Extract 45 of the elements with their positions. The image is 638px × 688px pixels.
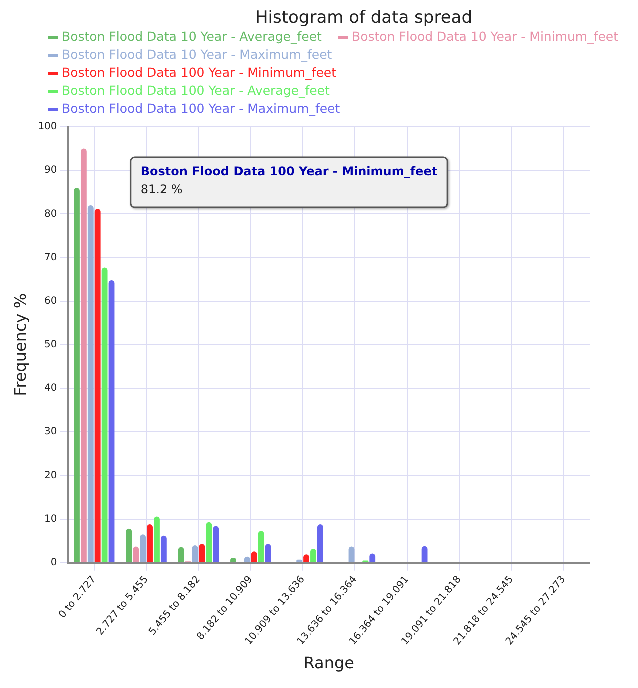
- y-tick-label: 50: [44, 340, 58, 351]
- bar: [348, 546, 355, 562]
- y-tick-label: 10: [44, 514, 58, 525]
- y-tick-label: 100: [38, 122, 58, 133]
- bar: [80, 148, 87, 562]
- chart-title: Histogram of data spread: [254, 8, 474, 28]
- bar: [199, 544, 206, 562]
- bar: [192, 545, 198, 562]
- legend-label: Boston Flood Data 100 Year - Average_feet: [62, 82, 330, 100]
- bar: [133, 546, 140, 562]
- x-axis-title: Range: [304, 654, 355, 673]
- bar: [102, 268, 108, 562]
- y-tick-label: 20: [44, 470, 58, 482]
- bar: [147, 524, 153, 562]
- bar: [317, 524, 324, 562]
- bar: [422, 546, 428, 562]
- bar: [154, 516, 160, 562]
- legend-label: Boston Flood Data 10 Year - Minimum_feet: [352, 28, 619, 46]
- bar: [310, 548, 316, 562]
- legend-label: Boston Flood Data 100 Year - Maximum_feet: [62, 100, 340, 118]
- y-tick-label: 80: [44, 208, 58, 220]
- y-tick-label: 90: [44, 165, 58, 176]
- annotation: 81.2 %: [140, 182, 183, 197]
- bar: [94, 208, 101, 562]
- bar: [206, 522, 212, 562]
- bar: [213, 526, 220, 562]
- bar: [74, 188, 80, 562]
- bar: [126, 528, 132, 562]
- annotation: Boston Flood Data 100 Year - Minimum_feet: [140, 164, 438, 179]
- y-axis-title: Frequency %: [10, 293, 30, 396]
- bar: [258, 531, 264, 562]
- bar: [88, 205, 94, 562]
- legend-label: Boston Flood Data 10 Year - Maximum_feet: [62, 46, 332, 64]
- y-tick-label: 70: [44, 252, 58, 264]
- bar: [160, 536, 167, 562]
- bar: [178, 547, 184, 562]
- y-tick-label: 40: [44, 383, 58, 394]
- y-tick-label: 30: [44, 426, 58, 438]
- y-tick-label: 0: [50, 558, 58, 569]
- bar: [265, 544, 272, 562]
- bar: [140, 534, 146, 562]
- legend-label: Boston Flood Data 100 Year - Minimum_feet: [62, 64, 336, 82]
- bar: [108, 280, 115, 562]
- legend-label: Boston Flood Data 10 Year - Average_feet: [62, 28, 322, 46]
- y-tick-label: 60: [44, 296, 58, 307]
